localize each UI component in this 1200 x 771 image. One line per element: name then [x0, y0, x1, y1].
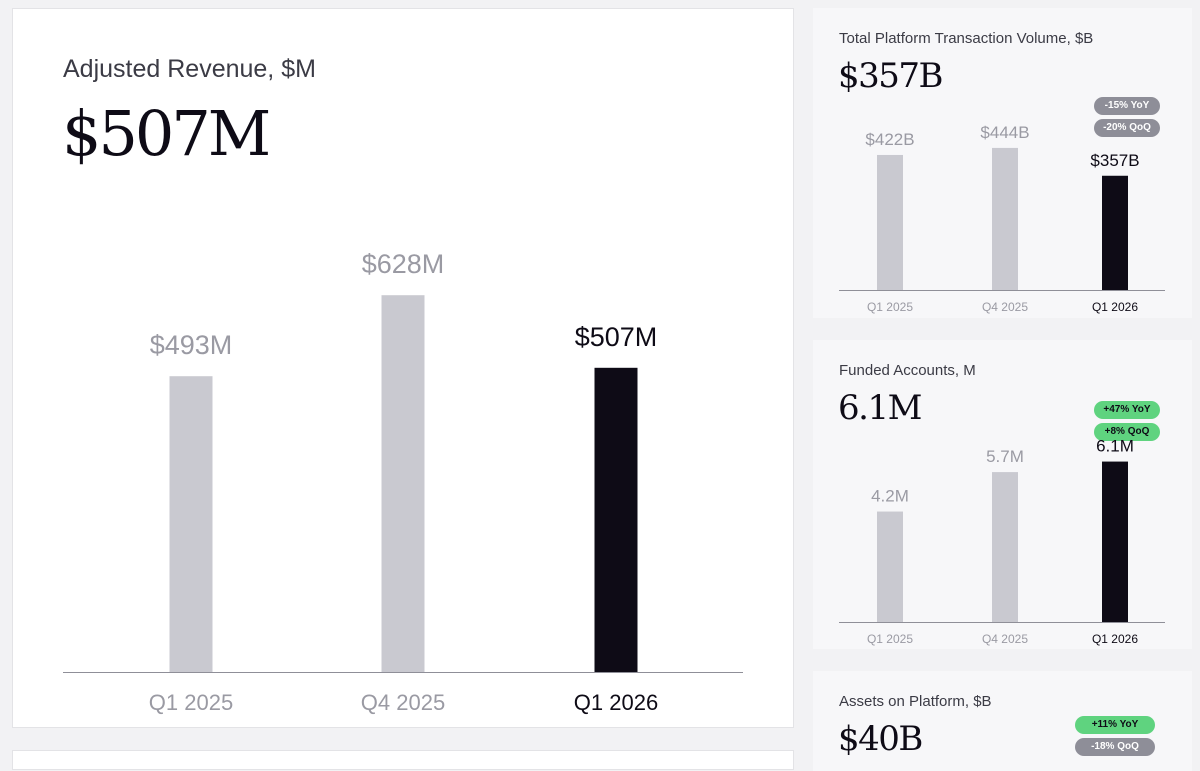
transaction-volume-headline-value: $357B: [838, 56, 944, 96]
qoq-change-badge: -20% QoQ: [1094, 119, 1160, 137]
transaction-volume-title: Total Platform Transaction Volume, $B: [839, 30, 1094, 47]
transaction-volume-bar-chart: $422B Q1 2025 $444B Q4 2025 $357B Q1 2026: [839, 123, 1165, 314]
x-tick-label: Q1 2025: [867, 632, 913, 646]
revenue-headline-value: $507M: [62, 97, 271, 170]
bar-value-label: $507M: [575, 322, 658, 352]
bar-q4-2025: [992, 472, 1018, 622]
bar-q4-2025: [992, 147, 1018, 290]
bar-q1-2026: [594, 367, 638, 672]
x-tick-label: Q4 2025: [361, 690, 445, 715]
x-tick-label: Q1 2025: [867, 300, 913, 314]
funded-accounts-card: Funded Accounts, M 6.1M +47% YoY +8% QoQ…: [813, 340, 1192, 649]
funded-accounts-title: Funded Accounts, M: [839, 362, 976, 379]
x-tick-label: Q1 2026: [1092, 632, 1138, 646]
x-tick-label: Q4 2025: [982, 300, 1028, 314]
funded-accounts-bar-chart: 4.2M Q1 2025 5.7M Q4 2025 6.1M Q1 2026: [839, 437, 1165, 646]
x-tick-label: Q1 2026: [1092, 300, 1138, 314]
bar-value-label: $444B: [980, 123, 1029, 142]
bar-q1-2026: [1102, 175, 1128, 290]
revenue-title: Adjusted Revenue, $M: [63, 55, 316, 83]
assets-on-platform-badges: +11% YoY -18% QoQ: [1075, 716, 1155, 760]
x-tick-label: Q4 2025: [982, 632, 1028, 646]
bar-q4-2025: [381, 295, 425, 672]
bar-value-label: 5.7M: [986, 447, 1024, 466]
assets-on-platform-card: Assets on Platform, $B $40B +11% YoY -18…: [813, 671, 1192, 771]
bar-value-label: $357B: [1090, 151, 1139, 170]
yoy-change-badge: -15% YoY: [1094, 97, 1160, 115]
transaction-volume-badges: -15% YoY -20% QoQ: [1094, 97, 1160, 141]
qoq-change-badge: -18% QoQ: [1075, 738, 1155, 756]
qoq-change-badge: +8% QoQ: [1094, 423, 1160, 441]
revenue-card: Adjusted Revenue, $M $507M $493M Q1 2025 $…: [12, 8, 794, 728]
bar-value-label: 4.2M: [871, 487, 909, 506]
transaction-volume-card: Total Platform Transaction Volume, $B $3…: [813, 8, 1192, 318]
assets-on-platform-headline-value: $40B: [838, 719, 923, 759]
x-tick-label: Q1 2026: [574, 690, 658, 715]
bar-value-label: 6.1M: [1096, 437, 1134, 456]
bar-value-label: $628M: [362, 249, 445, 279]
bar-q1-2025: [877, 511, 903, 622]
funded-accounts-badges: +47% YoY +8% QoQ: [1094, 401, 1160, 445]
bar-q1-2025: [169, 376, 213, 672]
yoy-change-badge: +11% YoY: [1075, 716, 1155, 734]
x-tick-label: Q1 2025: [149, 690, 233, 715]
funded-accounts-headline-value: 6.1M: [838, 388, 922, 428]
assets-on-platform-title: Assets on Platform, $B: [839, 693, 992, 710]
bar-q1-2026: [1102, 461, 1128, 622]
yoy-change-badge: +47% YoY: [1094, 401, 1160, 419]
bar-q1-2025: [877, 154, 903, 290]
next-card-edge: [12, 750, 794, 770]
bar-value-label: $493M: [150, 330, 233, 360]
bar-value-label: $422B: [865, 130, 914, 149]
revenue-bar-chart: $493M Q1 2025 $628M Q4 2025 $507M Q1 2026: [63, 249, 743, 715]
